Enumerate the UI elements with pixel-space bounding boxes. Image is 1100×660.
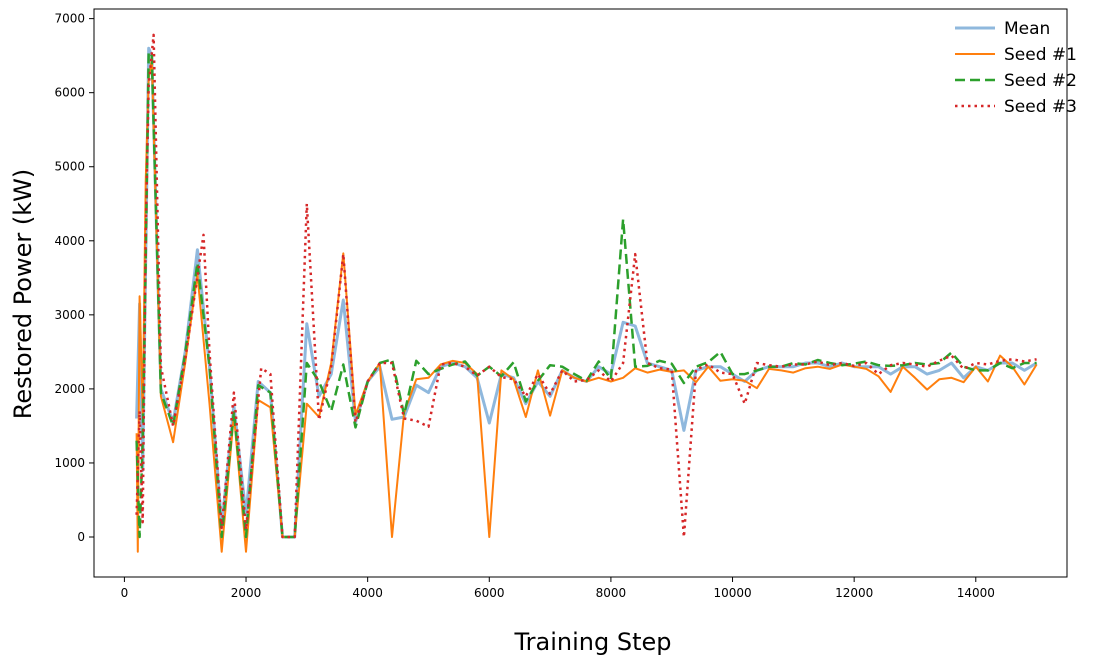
y-tick-label: 2000 (54, 382, 85, 396)
y-axis: 0 1000 2000 3000 4000 5000 6000 7000 (54, 12, 94, 544)
legend-label-2: Seed #1 (1004, 45, 1077, 65)
y-axis-label: Restored Power (kW) (9, 169, 37, 419)
legend-label-1: Mean (1004, 19, 1050, 39)
x-tick-label: 14000 (957, 586, 995, 600)
y-tick-label: 3000 (54, 308, 85, 322)
series-line-1 (135, 46, 1038, 539)
y-tick-label: 1000 (54, 456, 85, 470)
legend-label-3: Seed #2 (1004, 71, 1077, 91)
x-tick-label: 2000 (231, 586, 262, 600)
x-tick-label: 10000 (713, 586, 751, 600)
series-line-3 (135, 50, 1037, 539)
x-axis-label: Training Step (514, 628, 672, 656)
x-tick-label: 12000 (835, 586, 873, 600)
y-tick-label: 7000 (54, 12, 85, 26)
series-line-4 (135, 33, 1037, 539)
x-tick-label: 8000 (596, 586, 627, 600)
x-tick-label: 0 (121, 586, 129, 600)
legend: Mean Seed #1 Seed #2 Seed #3 (955, 19, 1077, 117)
x-axis: 0 2000 4000 6000 8000 10000 12000 14000 (121, 577, 995, 600)
legend-label-4: Seed #3 (1004, 97, 1077, 117)
plot-frame (93, 8, 1068, 578)
y-tick-label: 5000 (54, 160, 85, 174)
series-layer (135, 33, 1038, 553)
series-line-2 (135, 58, 1038, 553)
y-tick-label: 6000 (54, 86, 85, 100)
y-tick-label: 4000 (54, 234, 85, 248)
y-tick-label: 0 (77, 530, 85, 544)
x-tick-label: 4000 (352, 586, 383, 600)
x-tick-label: 6000 (474, 586, 505, 600)
